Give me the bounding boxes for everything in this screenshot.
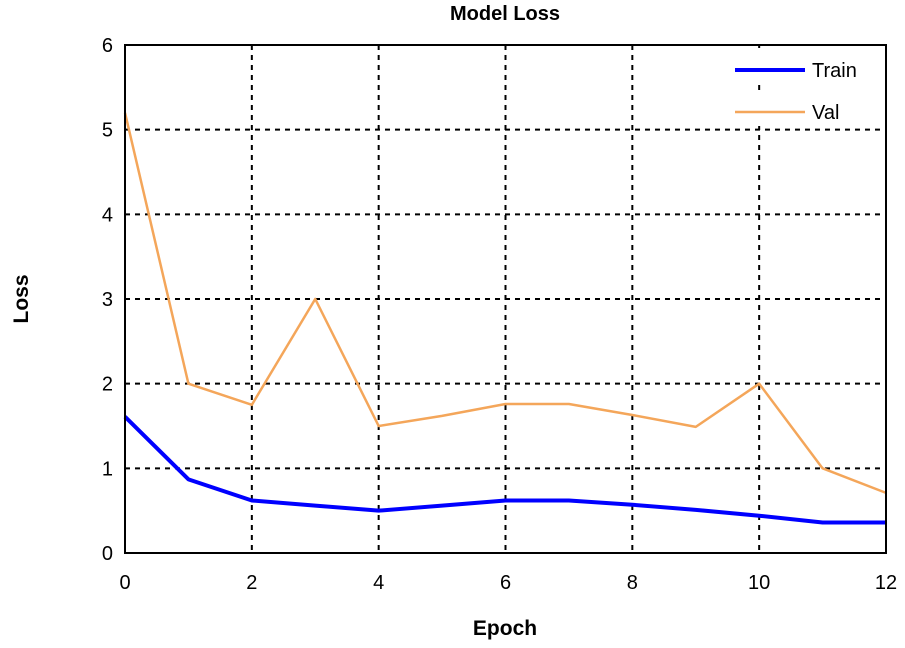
y-tick-label: 0 — [102, 543, 113, 565]
y-tick-label: 4 — [102, 204, 113, 226]
legend-label-train: Train — [812, 60, 857, 82]
plot-frame — [124, 44, 887, 554]
y-tick-label: 2 — [102, 374, 113, 396]
legend-bg — [728, 90, 878, 126]
y-tick-label: 3 — [102, 289, 113, 311]
x-tick-label: 12 — [875, 572, 897, 594]
x-tick-label: 10 — [748, 572, 770, 594]
x-tick-label: 2 — [246, 572, 257, 594]
y-tick-label: 6 — [102, 35, 113, 57]
x-axis-label: Epoch — [473, 617, 537, 640]
y-tick-label: 5 — [102, 120, 113, 142]
x-tick-label: 6 — [500, 572, 511, 594]
x-tick-label: 8 — [627, 572, 638, 594]
x-tick-label: 4 — [373, 572, 384, 594]
y-tick-label: 1 — [102, 458, 113, 480]
series-line-train — [123, 415, 886, 525]
chart-title: Model Loss — [450, 3, 560, 25]
legend-label-val: Val — [812, 102, 839, 124]
y-axis-label: Loss — [10, 274, 33, 323]
legend-bg — [728, 48, 878, 84]
series-line-val — [123, 112, 887, 495]
x-tick-label: 0 — [119, 572, 130, 594]
